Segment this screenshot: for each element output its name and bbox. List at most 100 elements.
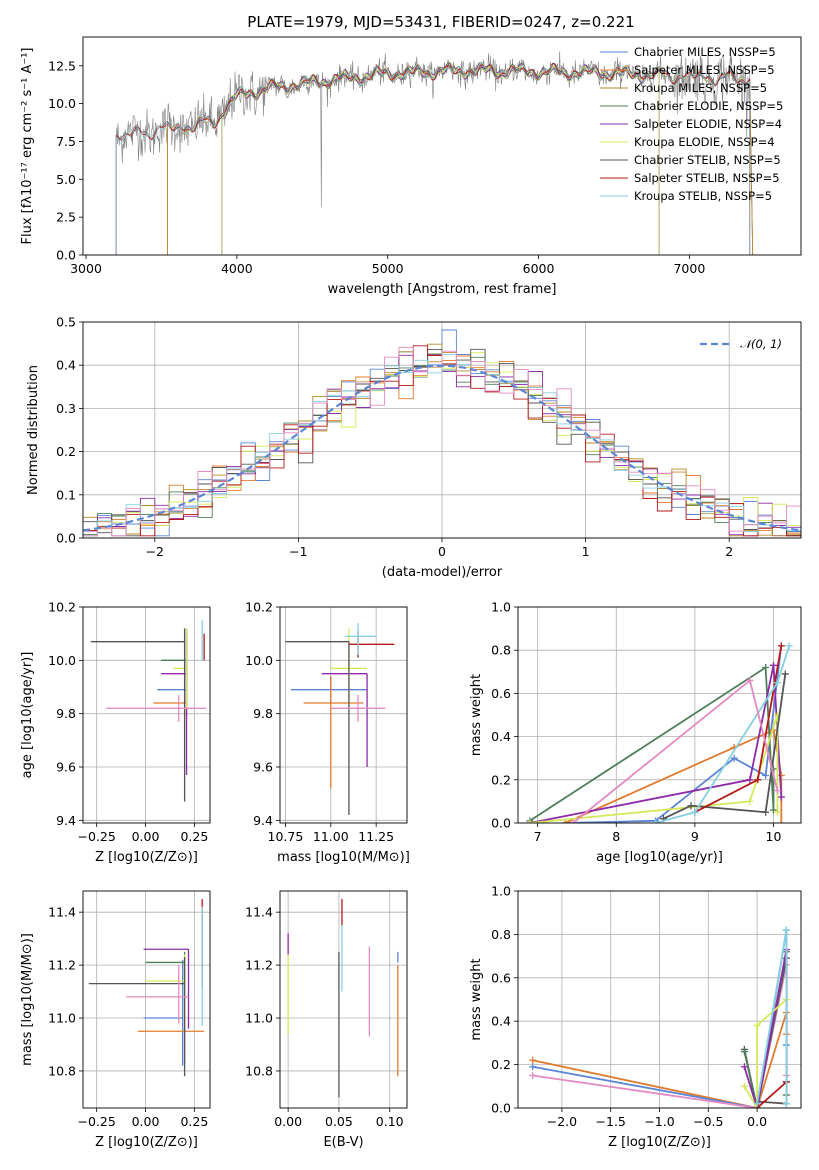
weight-vs-Z-xlabel: Z [log10(Z/Z⊙)] <box>608 1135 711 1150</box>
weight-vs-Z-xtick-label: 0.0 <box>747 1114 767 1129</box>
weight-vs-Z-marker <box>529 1063 537 1071</box>
mass-vs-Z-xlabel: Z [log10(Z/Z⊙)] <box>95 1135 198 1150</box>
weight-vs-Z-marker <box>740 1063 748 1071</box>
weight-vs-Z-series <box>740 946 790 1108</box>
weight-vs-age-marker <box>569 819 577 823</box>
age-vs-Z-ylabel: age [log10(age/yr)] <box>20 652 35 779</box>
mass-vs-Z-ytick-label: 11.4 <box>48 905 76 920</box>
mass-vs-EBV-frame <box>279 890 408 1109</box>
weight-vs-age-series <box>569 676 781 823</box>
age-vs-mass-xtick-label: 11.00 <box>313 829 349 844</box>
weight-vs-age-marker <box>746 776 754 784</box>
age-vs-Z-plot-area <box>90 620 207 802</box>
residuals-xtick-label: −2 <box>146 544 164 559</box>
weight-vs-Z-ytick-label: 0.0 <box>491 1101 511 1116</box>
weight-vs-Z-marker <box>529 1071 537 1079</box>
age-vs-mass-errorbar <box>321 673 368 767</box>
age-vs-Z-grid <box>83 606 210 823</box>
age-vs-Z-panel: −0.25 0.00 0.25 9.4 9.6 9.8 10.0 10.2 Z [log10(Z… <box>20 600 211 865</box>
legend-entry: 𝒩(0, 1) <box>740 337 782 351</box>
weight-vs-Z-marker <box>753 1022 761 1030</box>
mass-vs-EBV-xtick-label: 0.05 <box>325 1114 353 1129</box>
weight-vs-age-marker <box>781 670 789 678</box>
residuals-legend: 𝒩(0, 1) <box>700 337 782 351</box>
weight-vs-Z-plot-area <box>529 926 790 1108</box>
weight-vs-age-xtick-label: 8 <box>612 829 620 844</box>
residuals-xtick-label: 1 <box>582 544 590 559</box>
spectrum-ytick-label: 10.0 <box>48 96 76 111</box>
residuals-ytick-label: 0.3 <box>56 401 76 416</box>
mass-vs-EBV-ytick-label: 10.8 <box>245 1063 273 1078</box>
weight-vs-age-marker <box>773 808 781 816</box>
mass-vs-Z-xtick-label: 0.00 <box>132 1114 160 1129</box>
age-vs-Z-ytick-label: 10.0 <box>48 653 76 668</box>
weight-vs-age-frame <box>517 606 802 824</box>
residuals-panel: −2 −1 0 1 2 0.0 0.1 0.2 0.3 0.4 0.5 (data-model)/er… <box>26 315 802 580</box>
age-vs-Z-ytick-label: 9.4 <box>56 813 76 828</box>
age-vs-mass-ytick-label: 10.0 <box>245 653 273 668</box>
weight-vs-age-xtick-label: 7 <box>534 829 542 844</box>
age-vs-mass-xlabel: mass [log10(M/M⊙)] <box>277 850 410 865</box>
weight-vs-age-marker <box>687 802 695 810</box>
mass-vs-Z-errorbar <box>143 948 190 1029</box>
legend-entry: Salpeter MILES, NSSP=5 <box>634 63 775 77</box>
age-vs-mass-ytick-label: 10.2 <box>245 600 273 615</box>
residuals-plot-area <box>83 329 801 537</box>
spectrum-ytick-label: 0.0 <box>56 248 76 263</box>
age-vs-mass-errorbar <box>285 641 350 815</box>
weight-vs-age-marker <box>785 642 793 650</box>
age-vs-Z-errorbar <box>90 628 186 802</box>
spectrum-ytick-label: 2.5 <box>56 210 76 225</box>
residuals-xtick-label: −1 <box>289 544 307 559</box>
weight-vs-age-marker <box>526 819 534 823</box>
spectrum-xtick-label: 6000 <box>523 261 555 276</box>
mass-vs-Z-plot-area <box>88 898 205 1077</box>
weight-vs-Z-series <box>753 926 790 1108</box>
weight-vs-age-panel: 7 8 9 10 0.0 0.2 0.4 0.6 0.8 1.0 age [log10(age/yr… <box>469 600 802 865</box>
weight-vs-Z-marker <box>529 1056 537 1064</box>
legend-entry: Chabrier STELIB, NSSP=5 <box>634 153 781 167</box>
mass-vs-EBV-grid <box>280 891 407 1108</box>
residuals-xlabel: (data-model)/error <box>382 565 503 580</box>
age-vs-mass-frame <box>279 606 408 824</box>
mass-vs-Z-errorbar <box>88 957 186 1077</box>
weight-vs-age-marker <box>777 819 785 823</box>
weight-vs-Z-ytick-label: 1.0 <box>491 884 511 899</box>
legend-entry: Chabrier ELODIE, NSSP=5 <box>634 99 783 113</box>
weight-vs-Z-marker <box>782 926 790 934</box>
weight-vs-age-marker <box>762 808 770 816</box>
mass-vs-Z-xtick-label: −0.25 <box>78 1114 116 1129</box>
spectrum-ylabel: Flux [fλ10⁻¹⁷ erg cm⁻² s⁻¹ A⁻¹] <box>20 48 35 245</box>
weight-vs-Z-xtick-label: −1.0 <box>644 1114 674 1129</box>
weight-vs-Z-xtick-label: −0.5 <box>693 1114 723 1129</box>
weight-vs-age-marker <box>652 819 660 823</box>
spectrum-model-line <box>115 62 751 255</box>
weight-vs-age-marker <box>777 771 785 779</box>
weight-vs-age-marker <box>769 661 777 669</box>
weight-vs-age-ylabel: mass weight <box>469 674 484 756</box>
weight-vs-Z-xtick-label: −1.5 <box>596 1114 626 1129</box>
age-vs-mass-ytick-label: 9.8 <box>253 706 273 721</box>
spectrum-model-line <box>115 62 751 255</box>
age-vs-mass-ytick-label: 9.6 <box>253 760 273 775</box>
mass-vs-Z-grid <box>83 891 210 1108</box>
weight-vs-age-marker <box>762 771 770 779</box>
spectrum-xtick-label: 3000 <box>70 261 102 276</box>
weight-vs-Z-marker <box>740 1082 748 1090</box>
spectrum-xtick-label: 4000 <box>221 261 253 276</box>
age-vs-Z-frame <box>82 606 211 824</box>
residuals-ylabel: Normed distribution <box>26 365 41 495</box>
age-vs-Z-errorbar <box>153 689 188 717</box>
weight-vs-age-marker <box>730 754 738 762</box>
weight-vs-age-ytick-label: 0.8 <box>491 643 511 658</box>
weight-vs-age-marker <box>746 797 754 805</box>
age-vs-mass-xtick-label: 10.75 <box>268 829 304 844</box>
age-vs-Z-ytick-label: 10.2 <box>48 600 76 615</box>
weight-vs-Z-panel: −2.0 −1.5 −1.0 −0.5 0.0 0.0 0.2 0.4 0.6 0.8 1.0 Z [… <box>469 884 802 1150</box>
weight-vs-Z-marker <box>753 1100 761 1108</box>
weight-vs-Z-frame <box>517 890 802 1109</box>
age-vs-Z-errorbar <box>106 695 207 722</box>
age-vs-mass-ytick-label: 9.4 <box>253 813 273 828</box>
spectrum-xlabel: wavelength [Angstrom, rest frame] <box>328 282 557 297</box>
